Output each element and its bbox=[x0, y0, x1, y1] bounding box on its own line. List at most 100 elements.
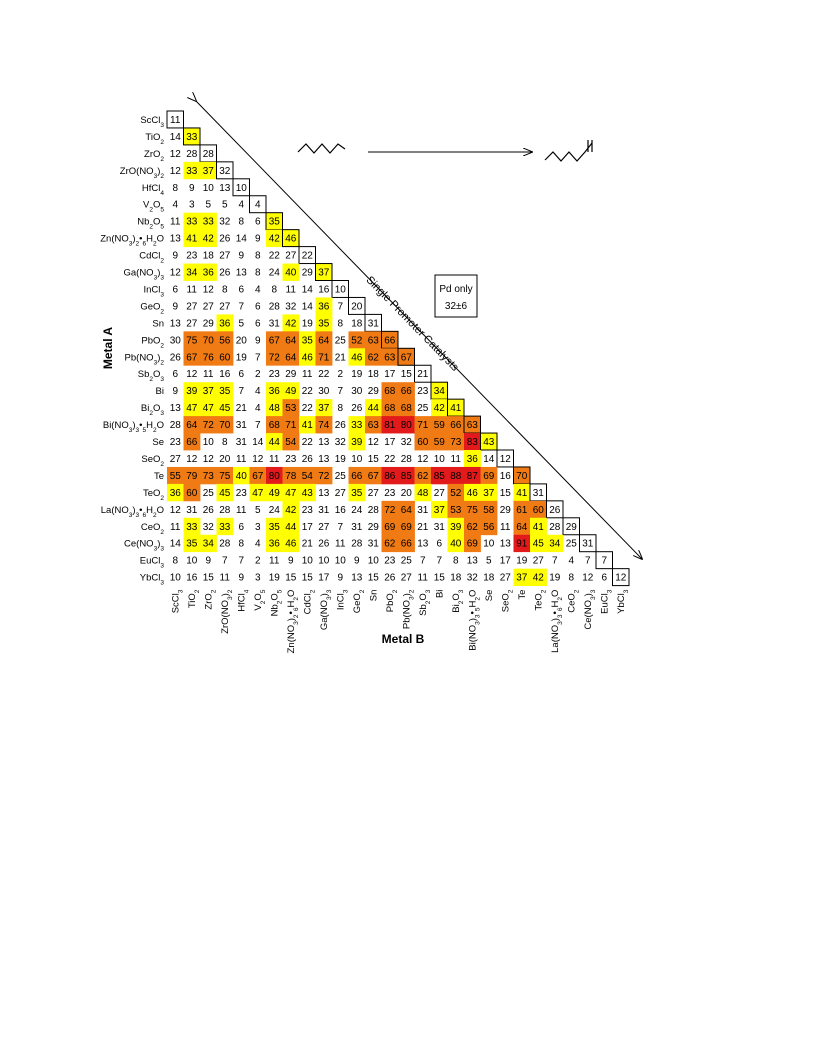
cell-value: 11 bbox=[302, 369, 313, 380]
cell-value: 64 bbox=[516, 522, 528, 533]
row-label-te: Te bbox=[154, 471, 164, 482]
cell-value: 31 bbox=[236, 437, 248, 448]
cell-value: 7 bbox=[436, 556, 442, 567]
cell-value: 7 bbox=[238, 386, 244, 397]
cell-value: 7 bbox=[255, 352, 261, 363]
cell-value: 20 bbox=[219, 454, 231, 465]
cell-value: 68 bbox=[384, 386, 396, 397]
cell-value: 9 bbox=[354, 556, 360, 567]
cell-value: 42 bbox=[533, 573, 545, 584]
cell-value: 27 bbox=[500, 573, 512, 584]
column-labels: ScCl3TiO2ZrO2ZrO(NO3)2HfCl4V2O5Nb2O5Zn(N… bbox=[171, 589, 630, 653]
cell-value: 25 bbox=[335, 471, 347, 482]
cell-value: 31 bbox=[269, 318, 281, 329]
diagonal-arrow bbox=[196, 101, 642, 559]
cell-value: 26 bbox=[219, 268, 231, 279]
cell-value: 6 bbox=[255, 318, 261, 329]
cell-value: 23 bbox=[302, 505, 314, 516]
cell-value: 52 bbox=[351, 335, 363, 346]
cell-value: 64 bbox=[285, 335, 297, 346]
cell-value: 14 bbox=[302, 284, 314, 295]
cell-value: 12 bbox=[186, 454, 198, 465]
row-label-eucl3: EuCl3 bbox=[140, 556, 165, 570]
cell-value: 9 bbox=[172, 251, 178, 262]
cell-value: 80 bbox=[269, 471, 281, 482]
row-label-hfcl4: HfCl4 bbox=[142, 183, 164, 197]
cell-value: 19 bbox=[236, 352, 248, 363]
cell-value: 34 bbox=[186, 268, 198, 279]
cell-value: 20 bbox=[236, 335, 248, 346]
cell-value: 86 bbox=[384, 471, 396, 482]
row-label-ceo2: CeO2 bbox=[141, 522, 165, 536]
cell-value: 18 bbox=[450, 573, 462, 584]
cell-value: 31 bbox=[318, 505, 330, 516]
row-label-bi2o3: Bi2O3 bbox=[141, 403, 164, 417]
cell-value: 28 bbox=[186, 149, 198, 160]
row-label-incl3: InCl3 bbox=[143, 284, 164, 298]
cell-value: 10 bbox=[170, 573, 182, 584]
cell-value: 85 bbox=[434, 471, 446, 482]
cell-value: 12 bbox=[203, 454, 215, 465]
cell-value: 22 bbox=[302, 251, 314, 262]
cell-value: 12 bbox=[170, 166, 182, 177]
cell-value: 42 bbox=[203, 234, 215, 245]
row-label-ybcl3: YbCl3 bbox=[140, 573, 165, 587]
column-label-hfcl4: HfCl4 bbox=[237, 589, 251, 611]
cell-value: 23 bbox=[384, 488, 396, 499]
cell-value: 60 bbox=[533, 505, 545, 516]
cell-value: 61 bbox=[516, 505, 528, 516]
cell-value: 76 bbox=[203, 352, 215, 363]
cell-value: 9 bbox=[172, 386, 178, 397]
cell-value: 5 bbox=[255, 505, 261, 516]
cell-fill bbox=[167, 483, 184, 502]
row-label-pb-no3-2: Pb(NO3)2 bbox=[125, 352, 165, 366]
cell-value: 10 bbox=[483, 539, 495, 550]
cell-value: 19 bbox=[335, 454, 347, 465]
cell-value: 2 bbox=[255, 369, 261, 380]
cell-value: 25 bbox=[566, 539, 578, 550]
row-label-geo2: GeO2 bbox=[140, 301, 164, 315]
cell-value: 33 bbox=[203, 217, 215, 228]
cell-value: 53 bbox=[450, 505, 462, 516]
cell-value: 12 bbox=[186, 369, 198, 380]
cell-value: 32 bbox=[335, 437, 347, 448]
cell-value: 18 bbox=[351, 318, 363, 329]
column-label-zn-no3-2-6h2o: Zn(NO3)2•6H2O bbox=[286, 590, 300, 654]
cell-value: 11 bbox=[236, 454, 247, 465]
cell-value: 70 bbox=[516, 471, 528, 482]
cell-value: 60 bbox=[219, 352, 231, 363]
cell-value: 41 bbox=[533, 522, 545, 533]
cell-value: 8 bbox=[337, 403, 343, 414]
cell-value: 9 bbox=[189, 183, 195, 194]
cell-value: 39 bbox=[186, 386, 198, 397]
cell-value: 73 bbox=[450, 437, 462, 448]
cell-value: 13 bbox=[236, 268, 248, 279]
cell-value: 35 bbox=[318, 318, 330, 329]
cell-value: 35 bbox=[269, 217, 281, 228]
cell-value: 75 bbox=[186, 335, 198, 346]
cell-value: 23 bbox=[384, 556, 396, 567]
cell-value: 47 bbox=[186, 403, 198, 414]
cell-value: 9 bbox=[337, 573, 343, 584]
cell-value: 34 bbox=[549, 539, 561, 550]
cell-value: 78 bbox=[285, 471, 297, 482]
cell-value: 11 bbox=[269, 454, 280, 465]
cell-value: 11 bbox=[451, 454, 462, 465]
cell-value: 11 bbox=[236, 505, 247, 516]
cell-value: 8 bbox=[568, 573, 574, 584]
cell-value: 46 bbox=[285, 539, 297, 550]
cell-value: 26 bbox=[351, 403, 363, 414]
cell-value: 10 bbox=[368, 556, 380, 567]
cell-value: 33 bbox=[351, 420, 363, 431]
cell-value: 39 bbox=[351, 437, 363, 448]
row-label-bi-no3-3-5h2o: Bi(NO3)3•5H2O bbox=[103, 420, 164, 434]
cell-value: 68 bbox=[384, 403, 396, 414]
cell-value: 27 bbox=[533, 556, 545, 567]
cell-value: 17 bbox=[384, 369, 396, 380]
cell-value: 37 bbox=[318, 268, 330, 279]
cell-value: 10 bbox=[318, 556, 330, 567]
row-label-tio2: TiO2 bbox=[145, 132, 164, 146]
reaction-scheme bbox=[297, 140, 593, 162]
cell-value: 26 bbox=[549, 505, 561, 516]
row-label-zro2: ZrO2 bbox=[144, 149, 164, 163]
